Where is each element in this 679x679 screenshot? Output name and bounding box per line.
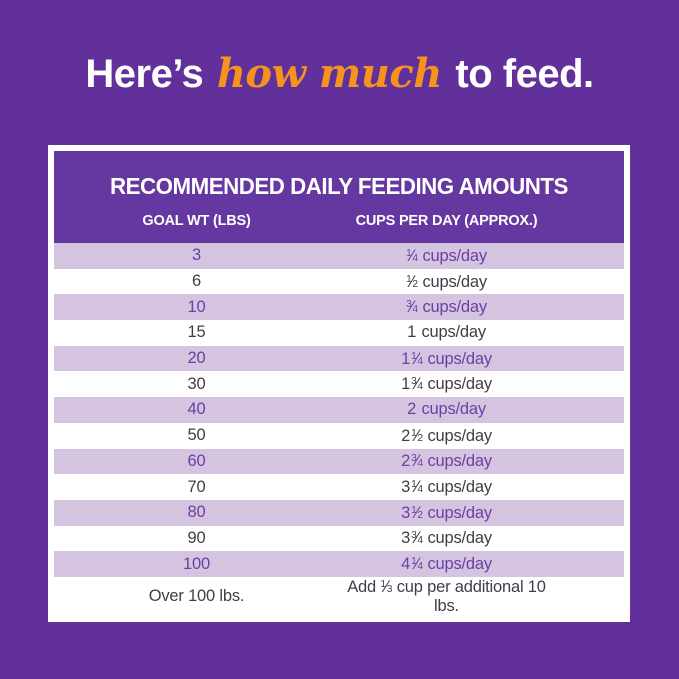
fraction: 1⁄4 (411, 477, 424, 497)
fraction: 3⁄4 (411, 374, 424, 394)
column-header-goal-wt: GOAL WT (LBS) (142, 213, 251, 229)
goal-wt-cell: 70 (187, 477, 206, 496)
goal-wt-cell: Over 100 lbs. (148, 586, 245, 605)
table-body: 3 1⁄4 cups/day 6 1⁄2 cups/day 10 3⁄4 cups/day… (54, 243, 624, 616)
feeding-table-card: RECOMMENDED DAILY FEEDING AMOUNTS GOAL W… (48, 145, 630, 622)
fraction: 1⁄4 (406, 245, 419, 265)
goal-wt-cell: 60 (187, 451, 206, 470)
goal-wt-cell: 20 (187, 349, 206, 368)
cups-cell: 13⁄4 cups/day (401, 374, 492, 394)
table-row: 60 23⁄4 cups/day (54, 448, 624, 475)
fraction: 3⁄4 (411, 451, 424, 471)
cups-cell: 1 cups/day (407, 323, 486, 342)
table-row: 30 13⁄4 cups/day (54, 371, 624, 398)
column-headers: GOAL WT (LBS) CUPS PER DAY (APPROX.) (54, 213, 624, 229)
table-row: 70 31⁄4 cups/day (54, 474, 624, 500)
table-row: 90 33⁄4 cups/day (54, 525, 624, 552)
cups-cell: 2 cups/day (407, 400, 486, 419)
goal-wt-cell: 3 (192, 246, 201, 265)
cups-cell: 41⁄4 cups/day (401, 554, 492, 574)
cups-cell: 21⁄2 cups/day (401, 425, 492, 445)
cups-cell: 1⁄4 cups/day (406, 245, 487, 265)
goal-wt-cell: 50 (187, 426, 206, 445)
title-highlight: how much (216, 50, 442, 97)
page-title: Here’s how much to feed. (0, 50, 679, 97)
title-suffix: to feed. (444, 52, 594, 96)
fraction: 1⁄2 (411, 502, 424, 522)
goal-wt-cell: 6 (192, 272, 201, 291)
table-row: 15 1 cups/day (54, 320, 624, 346)
fraction: 1⁄4 (411, 554, 424, 574)
cups-cell: 33⁄4 cups/day (401, 528, 492, 548)
fraction: 3⁄4 (411, 528, 424, 548)
table-title: RECOMMENDED DAILY FEEDING AMOUNTS (110, 173, 568, 199)
cups-cell: 11⁄4 cups/day (401, 348, 492, 368)
fraction: 1⁄2 (406, 271, 419, 291)
fraction: 1⁄2 (411, 425, 424, 445)
table-row: 100 41⁄4 cups/day (54, 551, 624, 577)
fraction: 1⁄4 (411, 348, 424, 368)
table-row: 20 11⁄4 cups/day (54, 345, 624, 372)
cups-cell: 31⁄4 cups/day (401, 477, 492, 497)
table-row: 50 21⁄2 cups/day (54, 422, 624, 449)
goal-wt-cell: 80 (187, 503, 206, 522)
table-row: Over 100 lbs. Add 1⁄3 cup per additional … (54, 576, 624, 616)
goal-wt-cell: 100 (183, 554, 210, 573)
table-row: 10 3⁄4 cups/day (54, 294, 624, 321)
goal-wt-cell: 90 (187, 528, 206, 547)
cups-cell: 1⁄2 cups/day (406, 271, 487, 291)
table-header: RECOMMENDED DAILY FEEDING AMOUNTS GOAL W… (54, 151, 624, 243)
goal-wt-cell: 30 (187, 374, 206, 393)
goal-wt-cell: 40 (187, 400, 206, 419)
table-row: 40 2 cups/day (54, 397, 624, 423)
table-row: 80 31⁄2 cups/day (54, 499, 624, 526)
column-header-cups: CUPS PER DAY (APPROX.) (355, 213, 538, 229)
title-prefix: Here’s (85, 52, 214, 96)
cups-cell: 3⁄4 cups/day (406, 297, 487, 317)
goal-wt-cell: 10 (187, 297, 206, 316)
goal-wt-cell: 15 (187, 323, 206, 342)
cups-cell: 31⁄2 cups/day (401, 502, 492, 522)
cups-cell: Add 1⁄3 cup per additional 10 lbs. (347, 576, 546, 615)
table-row: 3 1⁄4 cups/day (54, 243, 624, 269)
table-row: 6 1⁄2 cups/day (54, 268, 624, 295)
cups-cell: 23⁄4 cups/day (401, 451, 492, 471)
fraction: 1⁄3 (380, 576, 393, 596)
fraction: 3⁄4 (406, 297, 419, 317)
